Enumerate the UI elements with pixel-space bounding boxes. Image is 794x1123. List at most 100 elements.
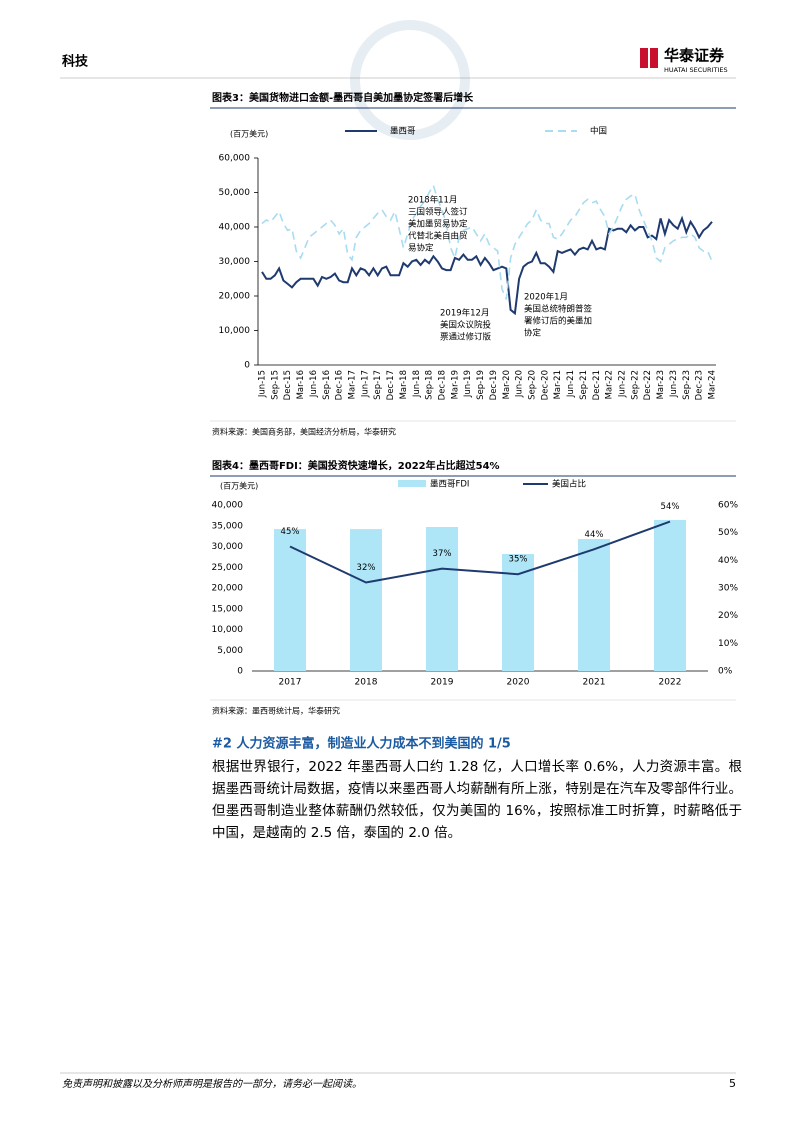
data-label: 35% (509, 555, 528, 565)
y-tick-label: 40,000 (212, 501, 244, 511)
y-tick-label: 5,000 (217, 646, 243, 656)
section-heading: #2 人力资源丰富，制造业人力成本不到美国的 1/5 (212, 736, 511, 752)
figure-title: 图表4：墨西哥FDI：美国投资快速增长，2022年占比超过54% (212, 459, 500, 472)
series-line (261, 215, 713, 316)
y-tick-label: 30,000 (212, 542, 244, 552)
y-tick-label: 40,000 (219, 223, 251, 233)
bar (426, 526, 458, 671)
x-tick-label: Mar-22 (605, 370, 615, 399)
y2-tick-label: 10% (718, 639, 738, 649)
x-tick-label: Sep-22 (630, 370, 640, 400)
disclaimer: 免责声明和披露以及分析师声明是报告的一部分，请务必一起阅读。 (62, 1078, 362, 1090)
y2-tick-label: 30% (718, 584, 738, 594)
logo-mark (640, 48, 648, 68)
series-line (261, 183, 713, 300)
x-tick-label: Sep-20 (528, 370, 538, 400)
paragraph: 根据世界银行，2022 年墨西哥人口约 1.28 亿，人口增长率 0.6%，人力… (212, 759, 742, 841)
x-tick-label: Sep-19 (476, 370, 486, 400)
annotation: 票通过修订版 (440, 332, 492, 343)
annotation: 美国众议院投 (440, 320, 492, 331)
data-label: 37% (433, 549, 452, 559)
x-tick-label: Jun-22 (618, 370, 628, 398)
y-tick-label: 60,000 (219, 154, 251, 164)
source: 资料来源：美国商务部，美国经济分析局，华泰研究 (212, 427, 396, 437)
x-tick-label: Dec-21 (592, 370, 602, 400)
legend-label: 墨西哥 (390, 127, 416, 137)
y-tick-label: 35,000 (212, 521, 244, 531)
page-number: 5 (729, 1077, 736, 1090)
figure-title: 图表3：美国货物进口金额-墨西哥自美加墨协定签署后增长 (212, 91, 474, 104)
data-label: 32% (357, 563, 376, 573)
annotation: 2020年1月 (524, 292, 568, 303)
annotation: 三国领导人签订 (408, 207, 468, 218)
y2-tick-label: 60% (718, 501, 738, 511)
x-tick-label: Dec-17 (386, 370, 396, 400)
y2-tick-label: 40% (718, 556, 738, 566)
x-tick-label: Jun-19 (463, 370, 473, 398)
y-tick-label: 10,000 (212, 625, 244, 635)
data-label: 45% (281, 527, 300, 537)
annotation: 易协定 (408, 243, 434, 254)
bar (274, 529, 306, 671)
annotation: 2018年11月 (408, 195, 457, 206)
y2-tick-label: 0% (718, 667, 733, 677)
data-label: 54% (661, 502, 680, 512)
y-tick-label: 0 (237, 667, 243, 677)
y-tick-label: 20,000 (212, 584, 244, 594)
x-tick-label: Mar-16 (296, 370, 306, 399)
x-tick-label: 2022 (659, 678, 682, 688)
y2-tick-label: 20% (718, 611, 738, 621)
x-tick-label: Sep-18 (425, 370, 435, 400)
y-tick-label: 0 (244, 361, 250, 371)
x-tick-label: Mar-21 (553, 370, 563, 399)
logo-subtext: HUATAI SECURITIES (664, 66, 728, 74)
x-tick-label: Jun-23 (669, 370, 679, 398)
x-tick-label: Jun-16 (309, 370, 319, 398)
x-tick-label: 2021 (583, 678, 606, 688)
bar (654, 519, 686, 671)
x-tick-label: Sep-17 (373, 370, 383, 400)
x-tick-label: Dec-20 (540, 370, 550, 400)
x-tick-label: Sep-21 (579, 370, 589, 400)
annotation: 美加墨贸易协定 (408, 219, 468, 230)
x-tick-label: Sep-15 (270, 370, 280, 400)
x-tick-label: Mar-19 (450, 370, 460, 399)
x-tick-label: Dec-19 (489, 370, 499, 400)
y-tick-label: 10,000 (219, 326, 251, 336)
x-tick-label: Mar-24 (708, 370, 718, 399)
legend-label: 墨西哥FDI (430, 480, 469, 490)
x-tick-label: Dec-15 (283, 370, 293, 400)
x-tick-label: Jun-18 (412, 370, 422, 398)
x-tick-label: Mar-18 (399, 370, 409, 399)
x-tick-label: Sep-23 (682, 370, 692, 400)
y-axis-unit: (百万美元) (230, 129, 268, 139)
annotation: 2019年12月 (440, 308, 489, 319)
x-tick-label: Dec-18 (438, 370, 448, 400)
annotation: 署修订后的美墨加 (524, 316, 592, 327)
x-tick-label: Mar-20 (502, 370, 512, 399)
x-tick-label: 2020 (507, 678, 530, 688)
annotation: 代替北美自由贸 (408, 231, 468, 242)
x-tick-label: Mar-17 (348, 370, 358, 399)
x-tick-label: 2017 (279, 678, 302, 688)
source: 资料来源：墨西哥统计局，华泰研究 (212, 706, 340, 716)
x-tick-label: Mar-23 (656, 370, 666, 399)
x-tick-label: Jun-21 (566, 370, 576, 398)
legend-label: 中国 (590, 126, 607, 137)
y-tick-label: 30,000 (219, 257, 251, 267)
legend-label: 美国占比 (552, 479, 586, 490)
x-tick-label: 2018 (355, 678, 378, 688)
annotation: 美国总统特朗普签 (524, 304, 593, 315)
x-tick-label: 2019 (431, 678, 454, 688)
y-tick-label: 20,000 (219, 292, 251, 302)
x-tick-label: Dec-23 (695, 370, 705, 400)
y-tick-label: 50,000 (219, 188, 251, 198)
logo-text: 华泰证券 (664, 47, 725, 65)
x-tick-label: Jun-15 (258, 370, 268, 398)
x-tick-label: Dec-16 (335, 370, 345, 400)
bar (350, 529, 382, 671)
y-tick-label: 15,000 (212, 604, 244, 614)
logo-mark (650, 48, 658, 68)
